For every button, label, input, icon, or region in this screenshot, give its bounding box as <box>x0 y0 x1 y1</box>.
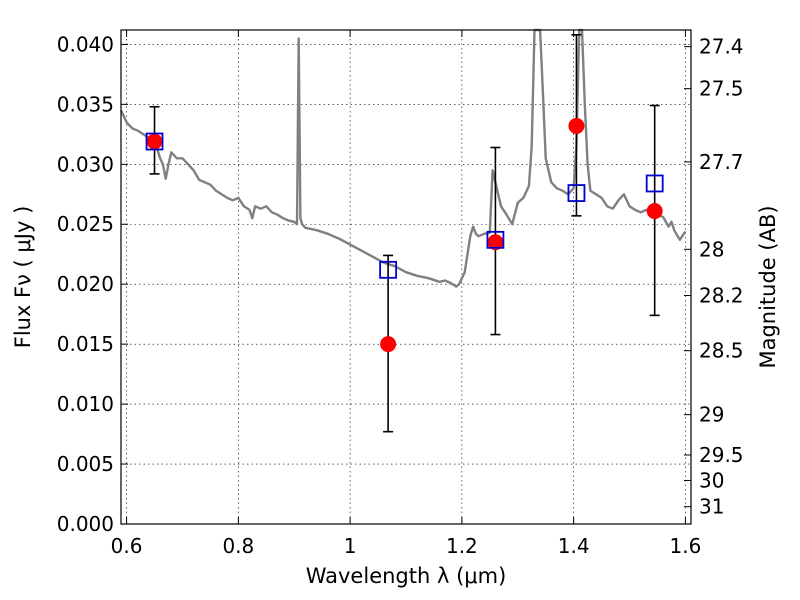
y-tick-label: 0.025 <box>57 212 114 236</box>
x-tick-label: 0.8 <box>222 534 254 558</box>
observed-point <box>380 336 397 353</box>
y2-axis-title: Magnitude (AB) <box>756 205 780 368</box>
model-point <box>379 260 398 279</box>
observed-point <box>146 133 163 150</box>
y-tick-label: 0.030 <box>57 152 114 176</box>
y-tick-label: 0.010 <box>57 392 114 416</box>
mag-tick-label: 29 <box>699 403 724 427</box>
x-tick-label: 1.6 <box>670 534 702 558</box>
model-point <box>645 174 664 193</box>
spectrum-line <box>119 28 687 288</box>
x-tick-label: 1.2 <box>446 534 478 558</box>
observed-point <box>568 117 585 134</box>
mag-tick-label: 28.2 <box>699 284 744 308</box>
y-tick-label: 0.040 <box>57 32 114 56</box>
y-tick-label: 0.005 <box>57 452 114 476</box>
mag-tick-label: 29.5 <box>699 443 744 467</box>
y-tick-label: 0.015 <box>57 332 114 356</box>
x-tick-label: 0.6 <box>111 534 143 558</box>
grid <box>121 30 691 524</box>
axis-ticks: 0.6 0.8 1 1.2 1.4 1.6 0.000 0.005 0.010 0.015 0.02… <box>57 30 744 558</box>
mag-tick-label: 28 <box>699 237 724 261</box>
mag-tick-label: 30 <box>699 468 724 492</box>
y-tick-label: 0.035 <box>57 92 114 116</box>
y-tick-label: 0.020 <box>57 272 114 296</box>
mag-tick-label: 27.5 <box>699 77 744 101</box>
data-points <box>145 117 664 353</box>
y-axis-title: Flux Fν ( μJy ) <box>11 206 35 349</box>
model-point <box>567 184 586 202</box>
mag-tick-label: 28.5 <box>699 339 744 363</box>
model-point <box>145 132 164 151</box>
mag-tick-label: 31 <box>699 495 724 519</box>
x-axis-title: Wavelength λ (μm) <box>306 564 507 588</box>
x-tick-label: 1 <box>344 534 357 558</box>
y-tick-label: 0.000 <box>57 512 114 536</box>
model-point <box>486 230 505 249</box>
model-spectrum <box>119 28 687 288</box>
plot-frame <box>120 29 692 525</box>
observed-point <box>646 203 663 220</box>
mag-tick-label: 27.7 <box>699 150 744 174</box>
mag-tick-label: 27.4 <box>699 35 744 59</box>
error-bars <box>149 33 660 433</box>
x-tick-label: 1.4 <box>558 534 590 558</box>
